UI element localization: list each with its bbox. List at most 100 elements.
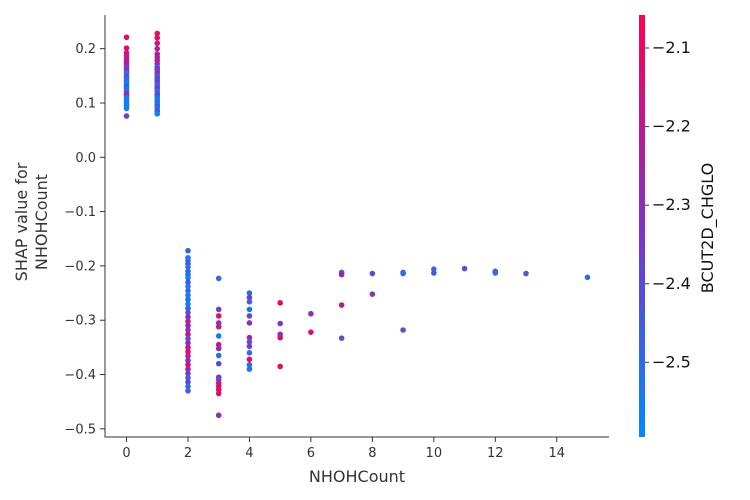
data-point bbox=[246, 350, 253, 356]
data-point bbox=[185, 296, 191, 303]
data-point bbox=[461, 265, 468, 272]
y-axis-title-line-2: NHOHCount bbox=[32, 174, 51, 270]
x-axis-title: NHOHCount bbox=[309, 467, 405, 486]
data-point bbox=[277, 300, 283, 306]
x-tick-label: 0 bbox=[122, 446, 130, 461]
data-point bbox=[400, 327, 406, 333]
data-point bbox=[185, 288, 191, 294]
colorbar-tick-label: −2.3 bbox=[652, 195, 691, 214]
data-point bbox=[215, 390, 222, 397]
data-point bbox=[185, 388, 191, 394]
data-point bbox=[185, 314, 191, 320]
data-point bbox=[215, 345, 222, 352]
data-point bbox=[215, 333, 222, 339]
data-point bbox=[400, 270, 406, 277]
data-point bbox=[185, 366, 191, 372]
x-tick-label: 14 bbox=[548, 446, 565, 461]
data-point bbox=[185, 379, 191, 385]
data-point bbox=[185, 283, 191, 290]
data-point bbox=[185, 335, 191, 342]
data-point bbox=[154, 45, 161, 52]
y-tick-label: −0.1 bbox=[64, 205, 96, 220]
x-tick-label: 2 bbox=[184, 446, 192, 461]
y-axis-title: SHAP value for NHOHCount bbox=[12, 162, 51, 281]
colorbar-tick-label: −2.1 bbox=[652, 38, 691, 57]
data-point bbox=[123, 113, 130, 119]
data-point bbox=[185, 370, 191, 377]
data-point bbox=[338, 271, 345, 278]
data-point bbox=[277, 320, 283, 327]
data-point bbox=[523, 270, 529, 277]
data-point bbox=[277, 334, 283, 341]
x-tick-label: 10 bbox=[426, 446, 443, 461]
data-point bbox=[154, 40, 161, 47]
data-point bbox=[185, 279, 191, 286]
data-point bbox=[277, 363, 283, 370]
colorbar-gradient bbox=[639, 15, 645, 437]
y-tick-label: 0.1 bbox=[75, 96, 96, 111]
data-point bbox=[215, 412, 222, 419]
data-point bbox=[369, 270, 376, 277]
data-point bbox=[123, 105, 130, 112]
data-point bbox=[123, 34, 130, 41]
x-tick-label: 8 bbox=[368, 446, 376, 461]
data-point bbox=[185, 275, 191, 281]
colorbar: −2.1 −2.2 −2.3 −2.4 −2.5 bbox=[639, 15, 691, 437]
data-point bbox=[185, 247, 191, 254]
data-point bbox=[369, 291, 376, 297]
colorbar-tick-label: −2.2 bbox=[652, 117, 691, 136]
data-point bbox=[246, 366, 253, 372]
data-point bbox=[185, 264, 191, 270]
data-point bbox=[185, 305, 191, 312]
x-tick-label: 6 bbox=[307, 446, 315, 461]
data-point bbox=[215, 306, 222, 313]
scatter-points bbox=[123, 30, 591, 419]
data-point bbox=[246, 320, 253, 326]
data-point bbox=[185, 348, 191, 355]
data-point bbox=[185, 383, 191, 390]
data-point bbox=[185, 331, 191, 338]
data-point bbox=[246, 356, 253, 363]
data-point bbox=[308, 310, 314, 317]
data-point bbox=[431, 270, 437, 276]
data-point bbox=[185, 292, 191, 299]
axes: 0 2 4 6 8 10 12 14 0.2 0.1 0.0 −0.1 −0.2 −0.3 −0.4 −0.5 bbox=[64, 15, 609, 461]
data-point bbox=[185, 357, 191, 364]
data-point bbox=[584, 274, 591, 281]
data-point bbox=[492, 270, 499, 276]
data-point bbox=[215, 323, 222, 330]
data-point bbox=[246, 294, 253, 301]
y-tick-label: 0.2 bbox=[75, 42, 96, 57]
data-point bbox=[308, 329, 314, 335]
data-point bbox=[246, 361, 253, 368]
data-point bbox=[185, 322, 191, 329]
data-point bbox=[246, 339, 253, 345]
data-point bbox=[215, 313, 222, 319]
colorbar-tick-label: −2.4 bbox=[652, 274, 691, 293]
data-point bbox=[185, 327, 191, 333]
data-point bbox=[338, 302, 345, 308]
data-point bbox=[246, 290, 253, 296]
data-point bbox=[246, 334, 253, 341]
data-point bbox=[185, 344, 191, 351]
data-point bbox=[185, 309, 191, 316]
data-point bbox=[185, 375, 191, 381]
colorbar-title: BCUT2D_CHGLO bbox=[698, 163, 718, 293]
x-tick-label: 4 bbox=[245, 446, 253, 461]
data-point bbox=[215, 360, 222, 367]
data-point bbox=[185, 353, 191, 359]
data-point bbox=[185, 340, 191, 346]
data-point bbox=[185, 318, 191, 325]
data-point bbox=[154, 30, 161, 37]
data-point bbox=[185, 301, 191, 307]
data-point bbox=[246, 343, 253, 350]
data-point bbox=[246, 306, 253, 313]
y-tick-label: −0.5 bbox=[64, 422, 96, 437]
y-tick-label: −0.2 bbox=[64, 259, 96, 274]
data-point bbox=[246, 313, 253, 319]
y-tick-label: −0.3 bbox=[64, 314, 96, 329]
data-point bbox=[215, 352, 222, 359]
colorbar-tick-label: −2.5 bbox=[652, 352, 691, 371]
